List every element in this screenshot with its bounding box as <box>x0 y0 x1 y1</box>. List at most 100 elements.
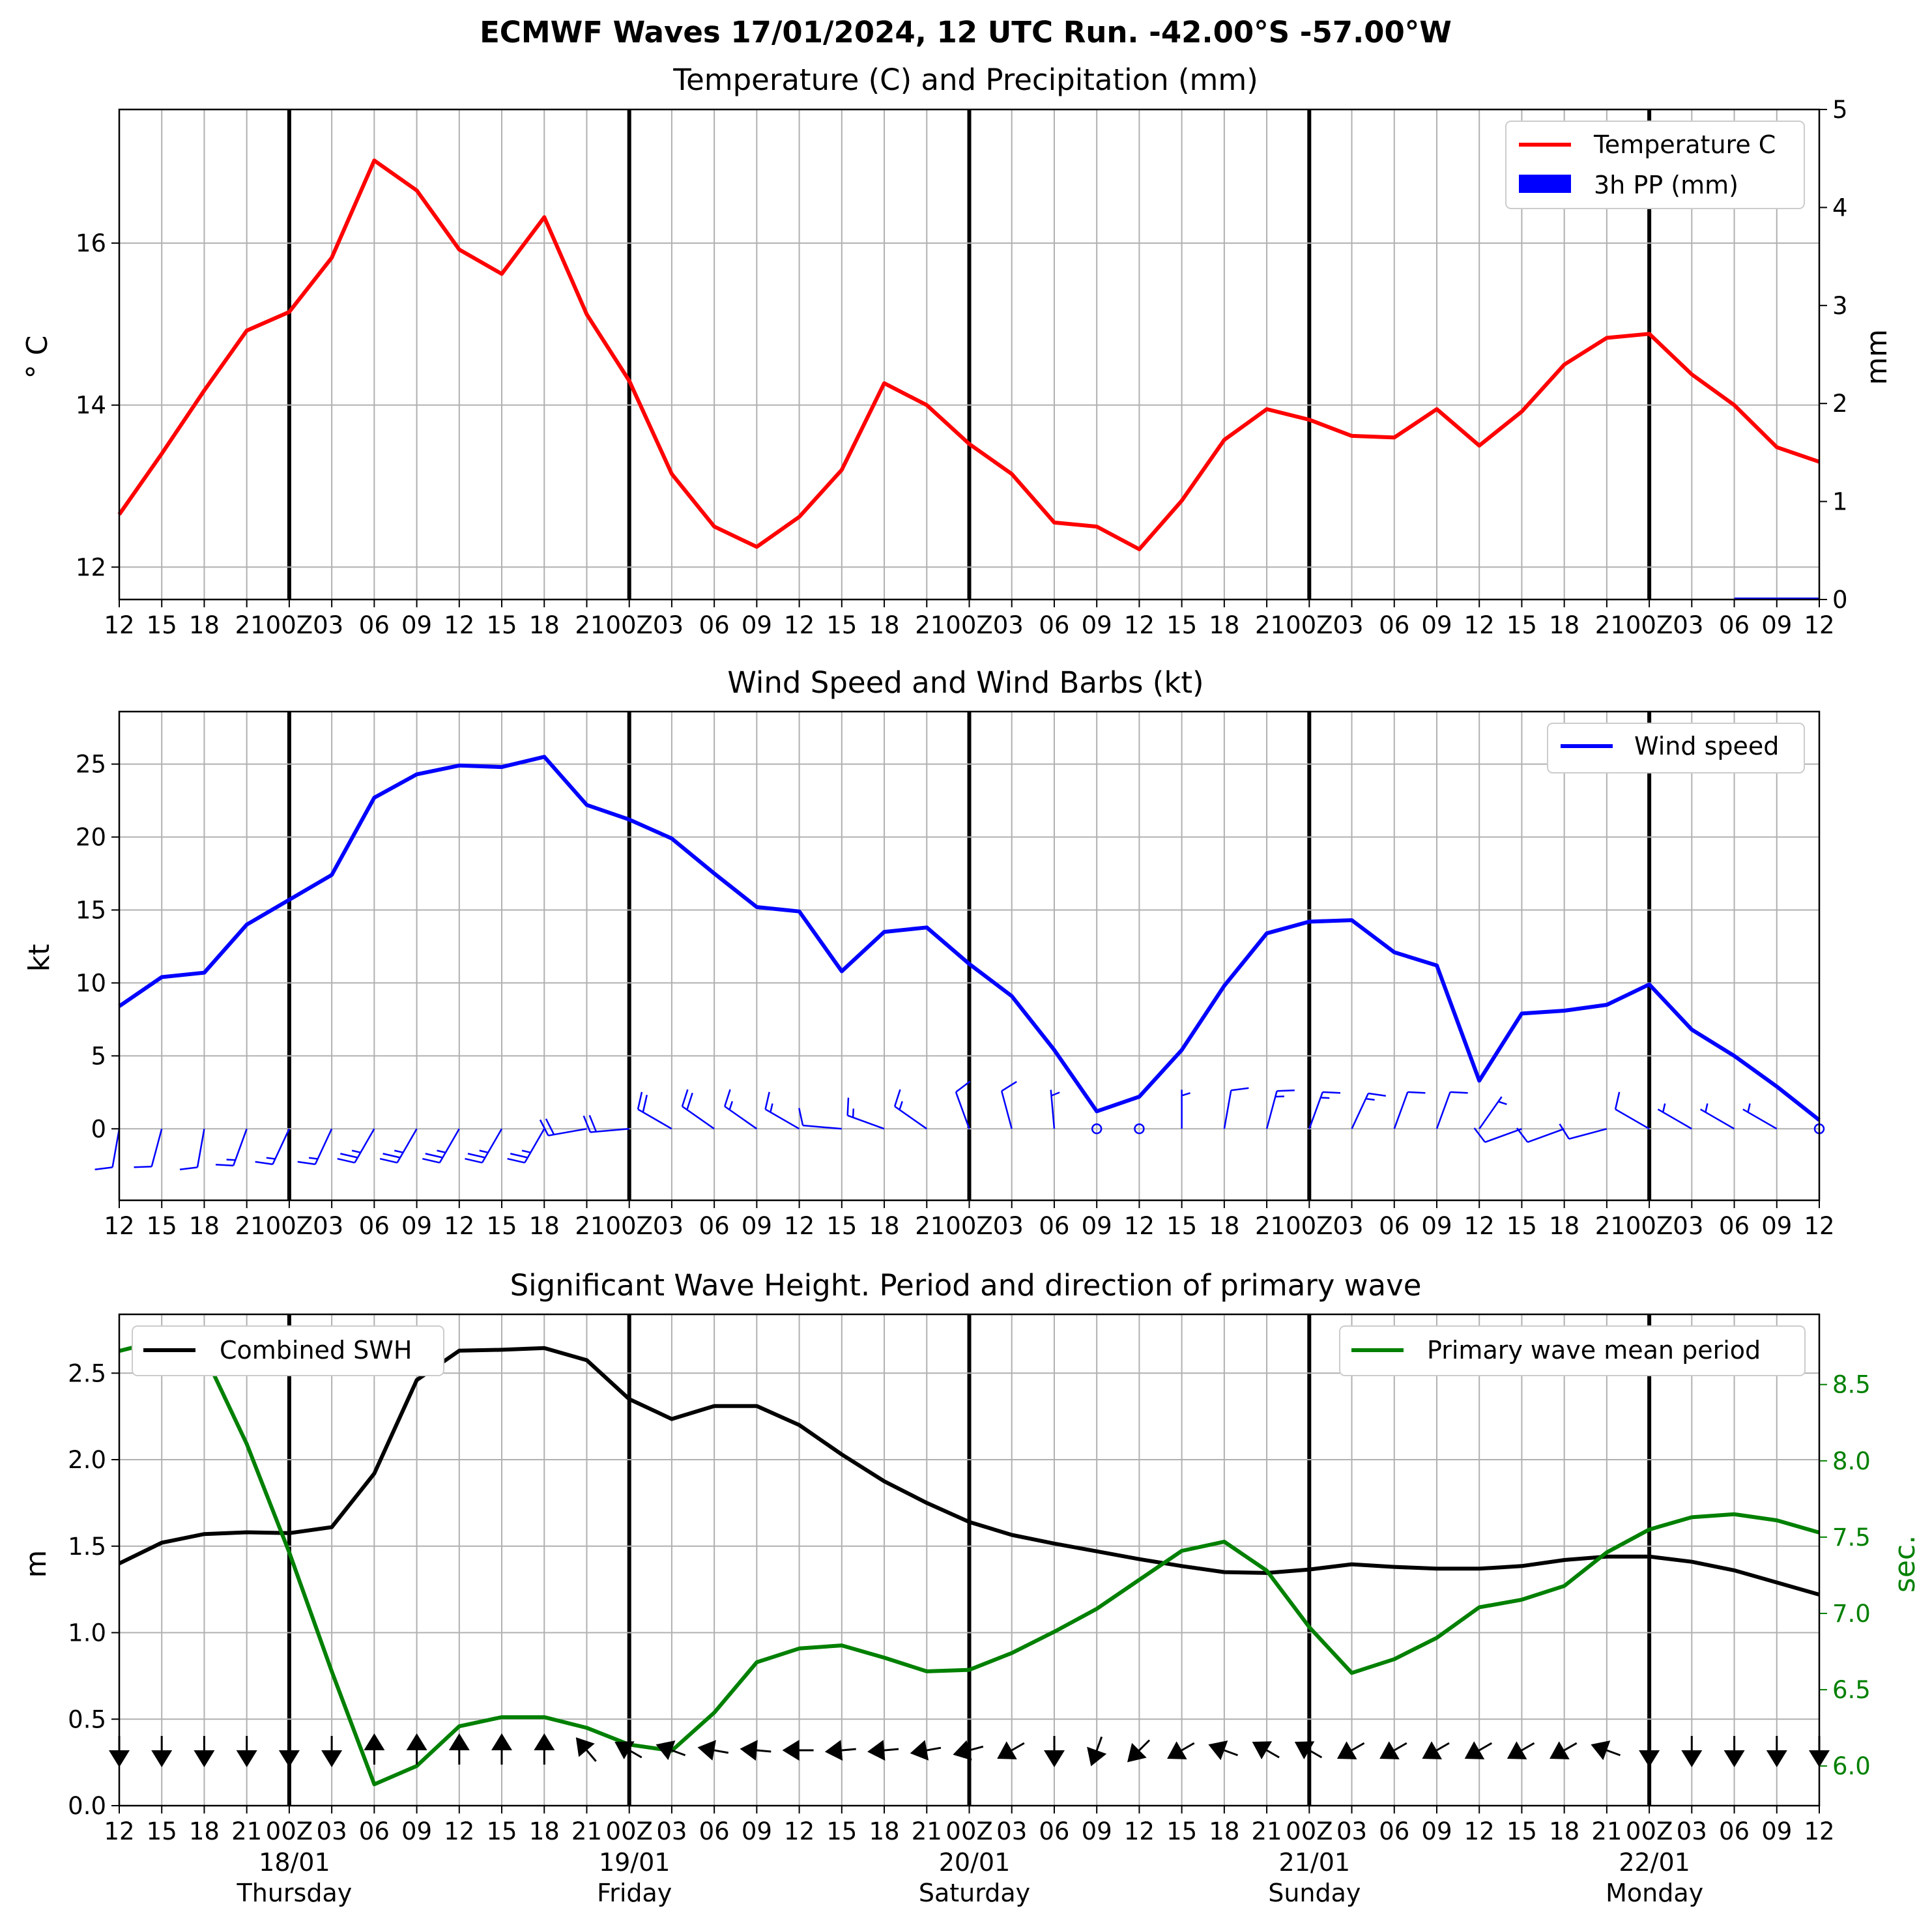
wind-x-tick-label: 18 <box>529 1212 560 1240</box>
wind-barb-staff <box>196 1129 205 1168</box>
wave-direction-arrow-head <box>697 1740 716 1761</box>
wind-x-tick-label: 12 <box>1464 1212 1495 1240</box>
wind-barb-half-feather <box>852 1108 855 1118</box>
wave-direction-arrow-head <box>824 1740 843 1761</box>
wind-barb-feather <box>467 1153 485 1159</box>
wind-barb-feather <box>382 1153 401 1159</box>
wind-barb-staff <box>682 1105 715 1130</box>
period-legend-box <box>1339 1325 1806 1376</box>
wave-y-axis-label: m <box>20 1550 53 1578</box>
wind-barb-staff <box>111 1129 121 1168</box>
wave-x-tick-label: 06 <box>1719 1817 1750 1845</box>
day-date-label: 21/01 <box>1279 1848 1351 1877</box>
wind-frame-group: 0 5 10 15 20 25 12 15 18 2100Z03 06 09 12 15 18 2100Z03… <box>76 712 1835 1240</box>
wave-x-tick-label: 06 <box>1039 1817 1069 1845</box>
wind-barb-feather <box>545 1118 555 1135</box>
wind-y-tick-label: 10 <box>76 969 106 997</box>
wind-barb-feather <box>583 1115 592 1133</box>
day-date-label: 20/01 <box>939 1848 1011 1877</box>
wind-barb-feather <box>681 1089 689 1107</box>
day-date-label: 18/01 <box>259 1848 330 1877</box>
wind-y-axis-label: kt <box>23 944 56 972</box>
wave-x-tick-label: 21 <box>1252 1817 1282 1845</box>
wave-direction-arrow-head <box>1127 1742 1147 1763</box>
wave-direction-arrow-head <box>1681 1750 1703 1767</box>
wind-barb-feather <box>340 1153 358 1159</box>
wave-direction-arrow-head <box>278 1750 300 1767</box>
wave-x-tick-label: 21 <box>571 1817 602 1845</box>
wind-barb-half-feather <box>226 1159 236 1161</box>
wind-x-tick-label: 12 <box>1804 1212 1834 1240</box>
wind-barb-staff <box>894 1105 927 1130</box>
wind-x-tick-label: 12 <box>1124 1212 1155 1240</box>
wind-barb-half-feather <box>437 1149 446 1153</box>
wind-barb-feather <box>893 1089 901 1107</box>
wave-direction-arrow-head <box>1723 1750 1745 1767</box>
wind-x-tick-label: 2100Z03 <box>235 1212 344 1240</box>
wind-x-tick-label: 09 <box>1082 1212 1112 1240</box>
wave-x-tick-label: 00Z <box>945 1817 992 1845</box>
temp-y2-tick-label: 0 <box>1832 586 1848 614</box>
wave-x-tick-label: 03 <box>317 1817 347 1845</box>
wind-barb-staff <box>764 1108 800 1130</box>
temp-x-tick-label: 09 <box>1761 611 1792 639</box>
wind-barb-staff <box>524 1128 545 1163</box>
temp-x-tick-label: 15 <box>147 611 177 639</box>
wave-direction-arrow-head <box>1550 1741 1570 1759</box>
wave-direction-arrow-head <box>953 1740 972 1761</box>
temperature-legend: Temperature C 3h PP (mm) <box>1505 121 1805 209</box>
wind-y-tick-label: 5 <box>91 1042 106 1070</box>
wind-x-tick-label: 06 <box>359 1212 390 1240</box>
day-name-label: Friday <box>597 1879 672 1907</box>
temp-x-tick-label: 06 <box>1379 611 1409 639</box>
wave-panel-title: Significant Wave Height. Period and dire… <box>510 1268 1422 1303</box>
wind-barb-feather <box>724 1089 731 1107</box>
wind-barb-half-feather <box>1051 1091 1060 1097</box>
wave-x-tick-label: 18 <box>1209 1817 1239 1845</box>
temperature-legend-box <box>1505 121 1805 209</box>
temp-x-tick-label: 06 <box>359 611 390 639</box>
wave-x-tick-label: 09 <box>401 1817 432 1845</box>
wind-legend-label: Wind speed <box>1634 732 1779 760</box>
swh-legend: Combined SWH <box>132 1325 444 1376</box>
temp-y-tick-label: 14 <box>76 392 106 420</box>
wave-direction-arrow-head <box>1422 1741 1442 1759</box>
wind-barb-half-feather <box>1365 1097 1375 1101</box>
wind-barb-half-feather <box>266 1157 276 1160</box>
wind-barb-staff <box>1527 1128 1565 1143</box>
temp-x-tick-label: 18 <box>1549 611 1579 639</box>
wind-x-tick-label: 15 <box>1166 1212 1197 1240</box>
wind-barb-staff <box>1050 1090 1056 1129</box>
wave-x-tick-label: 06 <box>359 1817 390 1845</box>
day-name-label: Monday <box>1606 1879 1703 1907</box>
wind-y-tick-label: 25 <box>76 751 106 779</box>
wave-direction-arrow-head <box>1208 1740 1228 1761</box>
wave-x-tick-label: 15 <box>486 1817 517 1845</box>
temp-x-tick-label: 18 <box>189 611 220 639</box>
wind-barb-feather <box>94 1166 113 1171</box>
wave-x-tick-label: 06 <box>1379 1817 1409 1845</box>
temp-x-tick-label: 09 <box>742 611 772 639</box>
wind-x-tick-label: 2100Z03 <box>575 1212 684 1240</box>
temp-x-tick-label: 15 <box>826 611 857 639</box>
wind-x-tick-label: 09 <box>401 1212 432 1240</box>
wind-barb-half-feather <box>308 1157 318 1160</box>
temp-x-tick-label: 2100Z03 <box>235 611 344 639</box>
wind-barb-staff <box>1265 1090 1278 1129</box>
wind-barb-half-feather <box>1705 1103 1709 1113</box>
wave-direction-arrow-head <box>656 1740 676 1761</box>
wind-speed-line <box>118 755 1821 1122</box>
temp-x-tick-label: 12 <box>104 611 134 639</box>
day-name-label: Sunday <box>1268 1879 1361 1907</box>
temp-y-tick-label: 12 <box>76 553 106 581</box>
wave-x-tick-label: 06 <box>699 1817 730 1845</box>
wave-direction-arrow-head <box>997 1741 1017 1759</box>
wave-direction-arrow-head <box>910 1740 929 1761</box>
wave-direction-arrow-head <box>867 1740 886 1761</box>
temp-y2-tick-label: 2 <box>1832 390 1848 418</box>
wave-y2-tick-label: 7.0 <box>1832 1600 1871 1628</box>
wave-x-tick-label: 12 <box>104 1817 134 1845</box>
temp-x-tick-label: 12 <box>1804 611 1834 639</box>
